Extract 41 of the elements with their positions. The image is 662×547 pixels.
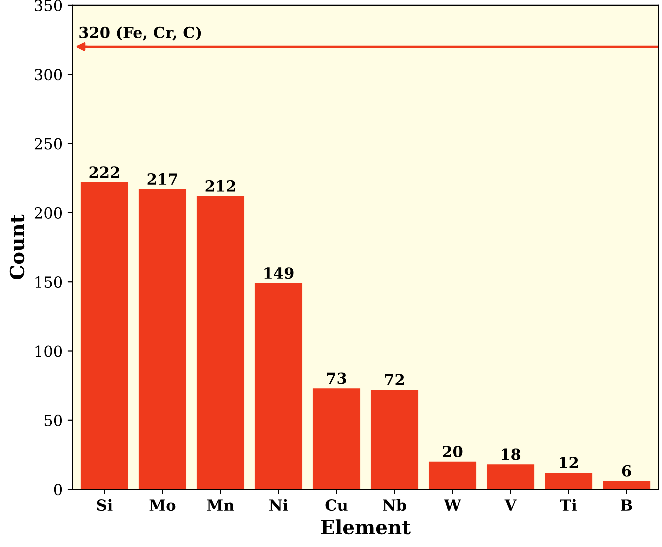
y-tick-label: 350 xyxy=(35,0,62,12)
data-label: 217 xyxy=(148,174,178,185)
x-tick-label: B xyxy=(621,500,632,511)
data-label: 18 xyxy=(502,448,521,460)
data-label: 6 xyxy=(622,465,632,477)
y-axis-title: Count xyxy=(10,214,25,280)
x-tick-label: Mn xyxy=(207,500,234,511)
y-tick-label: 0 xyxy=(54,484,62,496)
ref-line-label: 320 (Fe, Cr, C) xyxy=(80,26,202,41)
y-tick-label: 150 xyxy=(36,276,62,288)
y-tick-label: 50 xyxy=(44,414,62,426)
x-tick-label: Ti xyxy=(560,499,577,511)
x-axis-title: Element xyxy=(321,520,411,535)
x-tick-label: Si xyxy=(97,499,113,512)
bar xyxy=(196,196,245,490)
bar xyxy=(138,189,187,490)
data-label: 20 xyxy=(443,446,463,458)
data-label: 212 xyxy=(206,180,236,192)
bar xyxy=(486,464,535,490)
bar xyxy=(544,472,593,490)
data-label: 72 xyxy=(385,374,404,386)
bar xyxy=(428,462,477,490)
x-tick-label: V xyxy=(504,500,517,511)
x-tick-label: Cu xyxy=(326,500,348,512)
y-tick-label: 100 xyxy=(36,346,62,358)
x-tick-label: Ni xyxy=(270,499,288,511)
bar xyxy=(370,390,419,490)
y-tick-label: 300 xyxy=(35,69,62,81)
bar xyxy=(80,182,129,490)
data-label: 149 xyxy=(264,268,294,280)
data-label: 12 xyxy=(560,457,578,468)
y-tick-label: 250 xyxy=(34,138,62,150)
x-tick-label: W xyxy=(444,500,462,511)
bar xyxy=(603,481,651,490)
bar xyxy=(312,388,361,490)
data-label: 222 xyxy=(90,166,120,178)
x-tick-label: Nb xyxy=(383,499,406,512)
data-label: 73 xyxy=(327,372,346,384)
x-tick-label: Mo xyxy=(150,500,176,512)
bar xyxy=(254,283,303,490)
y-tick-label: 200 xyxy=(34,207,62,219)
